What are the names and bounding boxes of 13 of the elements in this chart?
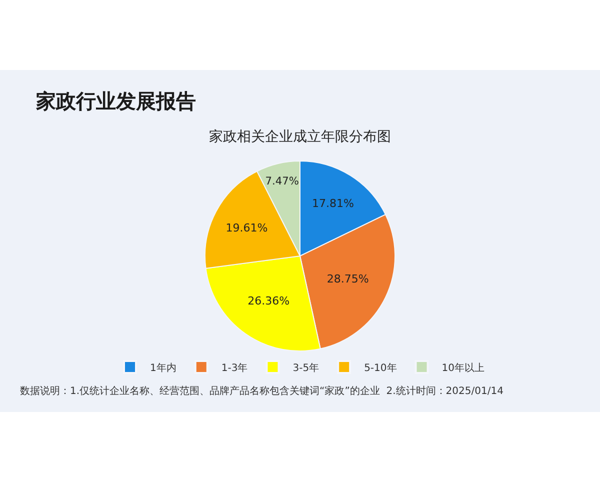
legend-label: 1年内 bbox=[150, 362, 176, 374]
chart-subtitle: 家政相关企业成立年限分布图 bbox=[209, 129, 391, 145]
legend-label: 3-5年 bbox=[292, 362, 320, 374]
data-label: 26.36% bbox=[248, 294, 290, 308]
chart-title: 家政行业发展报告 bbox=[35, 89, 196, 113]
legend-label: 1-3年 bbox=[221, 362, 248, 374]
data-label: 7.47% bbox=[265, 175, 299, 188]
data-label: 28.75% bbox=[326, 272, 369, 286]
legend-label: 10年以上 bbox=[442, 362, 484, 374]
data-label: 17.81% bbox=[312, 196, 354, 210]
text: 数据说明：1.仅统计企业名称、经营范围、品牌产品名称包含关键词“家政”的企业 2.统计时间：2025/01/14 bbox=[20, 385, 504, 397]
data-label: 19.61% bbox=[226, 221, 268, 234]
legend-label: 5-10年 bbox=[364, 362, 397, 374]
